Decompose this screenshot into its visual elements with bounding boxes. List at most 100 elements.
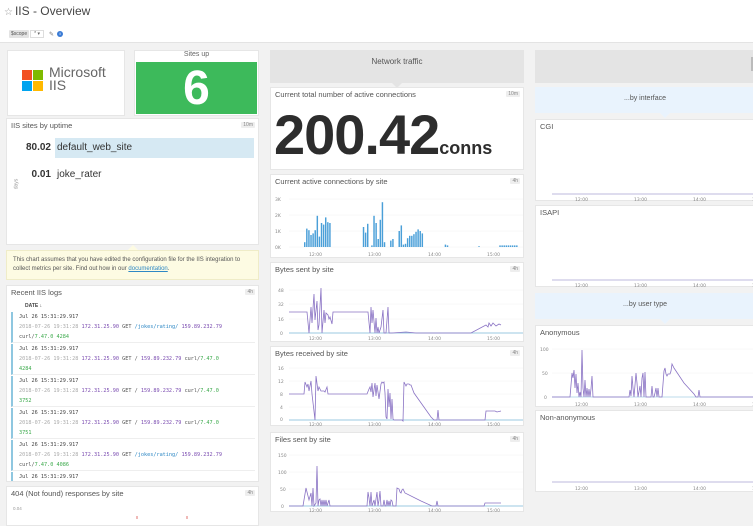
svg-text:14:00: 14:00: [693, 402, 706, 408]
title-bar: ☆ IIS - Overview: [0, 0, 753, 24]
svg-text:14:00: 14:00: [693, 197, 706, 202]
active-connections-value: 200.42conns: [274, 103, 493, 166]
svg-text:14:00: 14:00: [428, 336, 441, 342]
svg-text:0: 0: [280, 417, 283, 423]
svg-text:12:00: 12:00: [575, 402, 588, 408]
svg-text:0: 0: [544, 395, 547, 401]
svg-text:13:00: 13:00: [368, 422, 381, 427]
microsoft-iis-logo: Microsoft IIS: [7, 50, 125, 116]
not-found-responses-widget[interactable]: 404 (Not found) responses by site 4h 0.0…: [6, 486, 259, 526]
log-entry[interactable]: Jul 26 15:31:29.917 2018-07-26 19:31:28 …: [11, 408, 255, 439]
svg-text:12:00: 12:00: [309, 252, 322, 258]
svg-text:13:00: 13:00: [368, 336, 381, 342]
sites-by-uptime-widget[interactable]: IIS sites by uptime 10m 80.02 default_we…: [6, 118, 259, 245]
svg-text:12:00: 12:00: [309, 336, 322, 342]
svg-text:0: 0: [280, 331, 283, 337]
axis-label: days: [13, 178, 20, 190]
svg-text:3K: 3K: [275, 197, 282, 203]
widget-title: Recent IIS logs: [11, 288, 62, 297]
svg-text:2K: 2K: [275, 213, 282, 219]
svg-text:12:00: 12:00: [575, 197, 588, 202]
svg-text:14:00: 14:00: [693, 486, 706, 492]
svg-text:0: 0: [281, 504, 284, 510]
scope-label: $scope: [9, 30, 30, 38]
svg-text:14:00: 14:00: [428, 422, 441, 427]
svg-text:48: 48: [278, 288, 284, 294]
svg-text:14:00: 14:00: [693, 283, 706, 288]
svg-text:13:00: 13:00: [634, 402, 647, 408]
timeframe-badge: 10m: [241, 122, 255, 128]
bytes-received-chart[interactable]: Bytes received by site 4h 16 12 8 4 0 12:00 1…: [270, 346, 524, 427]
microsoft-logo-icon: [22, 70, 43, 91]
dashboard-title: ☆ IIS - Overview: [4, 4, 91, 18]
svg-text:13:00: 13:00: [368, 508, 381, 513]
log-entry[interactable]: Jul 26 15:31:29.917 2018-07-26 19:31:28 …: [11, 376, 255, 407]
timeframe-badge: 4h: [245, 289, 255, 295]
by-user-type-header: ...by user type: [535, 293, 753, 324]
svg-text:14:00: 14:00: [428, 508, 441, 513]
widget-title: 404 (Not found) responses by site: [11, 489, 124, 498]
log-entry[interactable]: Jul 26 15:31:29.917: [11, 472, 255, 481]
svg-text:12:00: 12:00: [309, 422, 322, 427]
log-entry[interactable]: Jul 26 15:31:29.917 2018-07-26 19:31:28 …: [11, 440, 255, 471]
active-connections-widget[interactable]: Current total number of active connectio…: [270, 87, 524, 170]
toplist-row[interactable]: 0.01 joke_rater: [31, 169, 102, 180]
bytes-sent-chart[interactable]: Bytes sent by site 4h 48 32 16 0 12:00 13:00…: [270, 262, 524, 342]
timeframe-badge: 4h: [245, 490, 255, 496]
svg-text:1K: 1K: [275, 229, 282, 235]
widget-title: Sites up: [183, 51, 210, 58]
svg-text:12:00: 12:00: [309, 508, 322, 513]
scope-variable: $scope * ▾ ✎ i: [9, 30, 64, 38]
svg-text:15:00: 15:00: [487, 252, 500, 258]
star-outline-icon[interactable]: ☆: [4, 7, 13, 18]
svg-text:13:00: 13:00: [634, 283, 647, 288]
svg-text:4: 4: [280, 405, 283, 411]
info-icon[interactable]: i: [57, 31, 64, 37]
log-entry[interactable]: Jul 26 15:31:29.917 2018-07-26 19:31:28 …: [11, 344, 255, 375]
date-column-header[interactable]: DATE ↓: [25, 303, 43, 309]
pencil-icon[interactable]: ✎: [48, 31, 55, 38]
right-section-header: [535, 50, 753, 83]
svg-text:0K: 0K: [275, 245, 282, 251]
widget-title: IIS sites by uptime: [11, 121, 73, 130]
sites-up-widget[interactable]: Sites up 6: [134, 50, 259, 116]
info-note: This chart assumes that you have edited …: [6, 250, 259, 280]
svg-text:150: 150: [278, 453, 287, 459]
svg-text:15:00: 15:00: [487, 336, 500, 342]
by-interface-header: ...by interface: [535, 87, 753, 118]
svg-text:50: 50: [280, 487, 286, 493]
connections-by-site-chart[interactable]: Current active connections by site 4h 3K…: [270, 174, 524, 258]
template-variable-bar: $scope * ▾ ✎ i: [0, 24, 753, 43]
svg-text:12: 12: [278, 379, 284, 385]
svg-text:32: 32: [278, 302, 284, 308]
svg-text:15:00: 15:00: [487, 508, 500, 513]
network-traffic-header: Network traffic: [270, 50, 524, 88]
recent-logs-widget[interactable]: Recent IIS logs 4h DATE ↓ Jul 26 15:31:2…: [6, 285, 259, 482]
svg-text:12:00: 12:00: [575, 486, 588, 492]
timeframe-badge: 10m: [506, 91, 520, 97]
svg-text:13:00: 13:00: [634, 486, 647, 492]
svg-text:16: 16: [278, 317, 284, 323]
sites-up-value: 6: [136, 62, 257, 115]
log-entry[interactable]: Jul 26 15:31:29.917 2018-07-26 19:31:28 …: [11, 312, 255, 343]
svg-text:14:00: 14:00: [428, 252, 441, 258]
scrollbar[interactable]: [751, 57, 753, 71]
svg-text:100: 100: [540, 347, 549, 353]
svg-text:50: 50: [542, 371, 548, 377]
svg-text:12:00: 12:00: [575, 283, 588, 288]
widget-title: Current total number of active connectio…: [275, 90, 416, 99]
svg-text:13:00: 13:00: [368, 252, 381, 258]
files-sent-chart[interactable]: Files sent by site 4h 150 100 50 0 12:00 13:…: [270, 432, 524, 513]
svg-text:15:00: 15:00: [487, 422, 500, 427]
svg-text:13:00: 13:00: [634, 197, 647, 202]
svg-text:16: 16: [278, 366, 284, 372]
documentation-link[interactable]: documentation: [128, 266, 168, 272]
scope-select[interactable]: * ▾: [30, 30, 44, 38]
svg-text:8: 8: [280, 392, 283, 398]
toplist-row[interactable]: 80.02 default_web_site: [7, 138, 258, 158]
svg-text:100: 100: [278, 470, 287, 476]
